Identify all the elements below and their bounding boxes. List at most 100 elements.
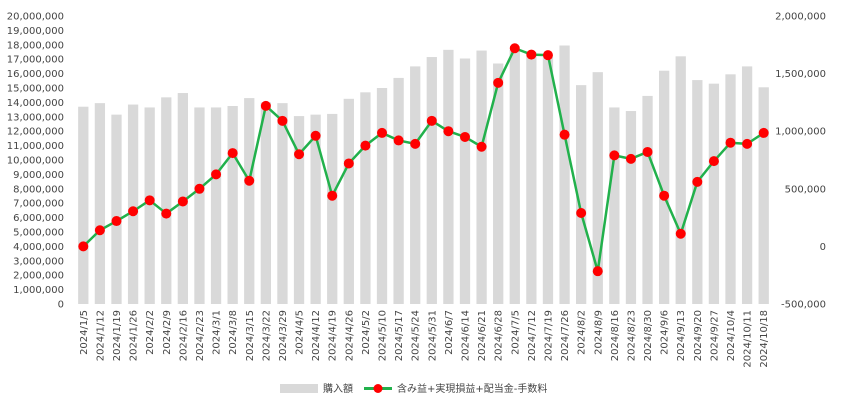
x-tick-label: 2024/10/4: [726, 310, 737, 361]
right-tick-label: 500,000: [785, 184, 826, 195]
legend-swatch-marker: [373, 384, 383, 393]
bar: [559, 45, 570, 305]
bar: [642, 95, 653, 304]
left-tick-label: 8,000,000: [13, 184, 64, 195]
bar: [758, 87, 769, 304]
bar: [260, 102, 271, 305]
bar: [609, 107, 620, 304]
x-tick-label: 2024/7/26: [560, 310, 571, 361]
bar: [476, 50, 487, 305]
bar: [78, 106, 89, 304]
left-tick-label: 12,000,000: [7, 127, 64, 138]
x-tick-label: 2024/6/21: [477, 310, 488, 361]
x-tick-label: 2024/3/1: [212, 310, 223, 355]
bar: [625, 111, 637, 304]
left-tick-label: 17,000,000: [7, 55, 64, 66]
x-tick-label: 2024/2/2: [145, 310, 156, 355]
data-point: [493, 77, 504, 88]
bar: [310, 114, 321, 304]
bar: [277, 103, 288, 305]
data-point: [360, 140, 371, 151]
left-tick-label: 14,000,000: [7, 98, 64, 109]
left-axis-ticks: 0 1,000,000 2,000,000 3,000,000 4,000,000 5,0…: [7, 12, 64, 311]
data-point: [559, 129, 570, 140]
data-point: [177, 196, 188, 207]
x-tick-label: 2024/6/28: [494, 310, 505, 361]
left-tick-label: 3,000,000: [13, 256, 64, 267]
left-tick-label: 4,000,000: [13, 242, 64, 253]
x-tick-label: 2024/8/9: [593, 310, 604, 355]
data-point: [294, 149, 305, 160]
data-point: [377, 127, 388, 138]
data-point: [526, 49, 537, 60]
data-point: [642, 146, 653, 157]
x-tick-label: 2024/4/26: [344, 310, 355, 361]
bar: [526, 52, 537, 304]
data-point: [343, 158, 354, 169]
x-tick-label: 2024/5/17: [394, 310, 405, 361]
x-tick-label: 2024/9/6: [660, 310, 671, 355]
right-tick-label: 1,500,000: [775, 69, 826, 80]
x-tick-label: 2024/5/10: [378, 310, 389, 361]
bar: [127, 104, 139, 304]
data-point: [476, 141, 487, 152]
x-tick-label: 2024/7/12: [527, 310, 538, 361]
bar: [94, 103, 106, 305]
legend-label-bar: 購入額: [323, 382, 353, 395]
x-tick-label: 2024/10/11: [743, 310, 754, 368]
data-point: [310, 130, 321, 141]
data-point: [692, 176, 703, 187]
bar: [144, 107, 155, 304]
x-tick-label: 2024/3/29: [278, 310, 289, 361]
bars-layer: [78, 45, 769, 305]
left-tick-label: 16,000,000: [7, 69, 64, 80]
data-point: [659, 190, 670, 201]
data-point: [78, 241, 89, 252]
x-tick-label: 2024/1/26: [129, 310, 140, 361]
data-point: [227, 148, 238, 159]
data-point: [327, 190, 338, 201]
x-tick-label: 2024/3/8: [228, 310, 239, 355]
right-tick-label: 1,000,000: [775, 127, 826, 138]
x-tick-label: 2024/4/12: [311, 310, 322, 361]
left-tick-label: 20,000,000: [7, 12, 64, 23]
left-tick-label: 0: [58, 300, 64, 311]
data-point: [625, 153, 636, 164]
data-point: [144, 195, 155, 206]
bar: [111, 114, 122, 304]
x-tick-label: 2024/8/16: [610, 310, 621, 361]
bar: [210, 107, 222, 304]
x-tick-label: 2024/3/22: [261, 310, 272, 361]
data-point: [758, 127, 769, 138]
left-tick-label: 6,000,000: [13, 213, 64, 224]
left-tick-label: 13,000,000: [7, 112, 64, 123]
left-tick-label: 2,000,000: [13, 271, 64, 282]
data-point: [277, 115, 288, 126]
bar: [327, 113, 338, 304]
x-tick-label: 2024/9/27: [709, 310, 720, 361]
left-tick-label: 10,000,000: [7, 156, 64, 167]
data-point: [393, 135, 404, 146]
data-point: [725, 137, 736, 148]
bar: [708, 83, 720, 305]
legend-swatch-bar: [280, 384, 318, 393]
data-point: [708, 156, 719, 167]
bar: [509, 49, 520, 305]
x-tick-label: 2024/9/20: [693, 310, 704, 361]
left-tick-label: 1,000,000: [13, 285, 64, 296]
bar: [741, 66, 753, 305]
x-tick-label: 2024/4/5: [295, 310, 306, 355]
x-tick-label: 2024/5/24: [411, 310, 422, 361]
data-point: [542, 50, 553, 61]
points-layer: [78, 43, 769, 277]
right-tick-label: -500,000: [781, 300, 826, 311]
bar: [161, 97, 172, 304]
bar: [410, 66, 421, 305]
data-point: [742, 138, 753, 149]
bar: [592, 72, 603, 304]
x-tick-label: 2024/8/30: [643, 310, 654, 361]
data-point: [576, 207, 587, 218]
bar: [675, 56, 686, 304]
